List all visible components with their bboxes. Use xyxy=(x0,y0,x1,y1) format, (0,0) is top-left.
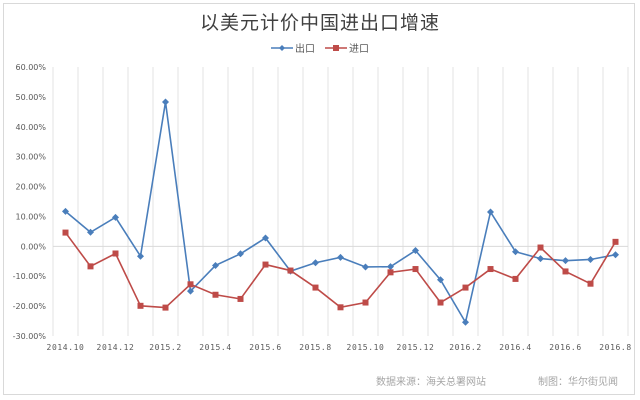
import-data-point xyxy=(262,261,269,268)
export-data-point xyxy=(412,247,419,255)
x-tick-label: 2016.4 xyxy=(499,343,532,352)
export-data-point xyxy=(337,253,344,261)
x-tick-label: 2015.6 xyxy=(249,343,282,352)
export-data-point xyxy=(137,252,144,260)
y-tick-label: 50.00% xyxy=(15,93,46,102)
y-tick-label: -10.00% xyxy=(13,272,47,281)
import-data-point xyxy=(462,284,469,291)
import-data-point xyxy=(337,304,344,311)
import-data-point xyxy=(412,266,419,273)
import-data-point xyxy=(587,280,594,287)
x-tick-label: 2015.12 xyxy=(397,343,435,352)
chart-title: 以美元计价中国进出口增速 xyxy=(199,12,440,34)
x-tick-label: 2015.8 xyxy=(299,343,332,352)
legend-label-import: 进口 xyxy=(349,44,369,55)
import-data-point xyxy=(562,268,569,275)
x-tick-label: 2015.2 xyxy=(149,343,182,352)
chart-credit: 制图：华尔街见闻 xyxy=(538,377,618,388)
import-data-point xyxy=(87,263,94,270)
import-data-point xyxy=(112,250,119,257)
import-data-point xyxy=(162,304,169,311)
import-data-point xyxy=(237,295,244,302)
chart-frame xyxy=(3,3,635,395)
export-data-point xyxy=(262,234,269,242)
legend-label-export: 出口 xyxy=(295,44,315,55)
x-tick-label: 2016.2 xyxy=(449,343,482,352)
export-data-point xyxy=(487,208,494,216)
y-tick-label: 0.00% xyxy=(21,242,47,251)
import-data-point xyxy=(437,299,444,306)
import-data-point xyxy=(287,267,294,274)
x-tick-label: 2016.8 xyxy=(599,343,632,352)
y-tick-label: 10.00% xyxy=(15,212,46,221)
export-data-point xyxy=(562,257,569,265)
y-tick-label: 20.00% xyxy=(15,183,46,192)
export-data-point xyxy=(512,248,519,256)
import-data-point xyxy=(137,302,144,309)
import-data-point xyxy=(362,299,369,306)
square-marker-icon xyxy=(325,44,347,51)
export-data-point xyxy=(212,261,219,269)
export-data-point xyxy=(612,251,619,259)
export-line xyxy=(64,101,616,325)
import-data-point xyxy=(387,269,394,276)
import-data-point xyxy=(62,229,69,236)
export-data-point xyxy=(162,98,169,106)
y-tick-label: 30.00% xyxy=(15,153,46,162)
export-data-point xyxy=(187,287,194,295)
import-data-point xyxy=(187,281,194,288)
x-tick-label: 2014.12 xyxy=(97,343,135,352)
x-tick-label: 2014.10 xyxy=(47,343,85,352)
export-data-point xyxy=(462,318,469,326)
import-data-point xyxy=(512,275,519,282)
export-data-point xyxy=(537,255,544,263)
y-tick-label: -30.00% xyxy=(13,332,47,341)
export-data-point xyxy=(62,207,69,215)
y-tick-label: 40.00% xyxy=(15,123,46,132)
y-tick-label: 60.00% xyxy=(15,63,46,72)
import-data-point xyxy=(212,291,219,298)
data-source: 数据来源：海关总署网站 xyxy=(376,377,486,388)
x-tick-label: 2016.6 xyxy=(549,343,582,352)
import-data-point xyxy=(312,284,319,291)
export-data-point xyxy=(312,259,319,267)
export-data-point xyxy=(87,228,94,236)
export-data-point xyxy=(437,276,444,284)
import-data-point xyxy=(537,244,544,251)
export-data-point xyxy=(112,213,119,221)
legend-item-export: 出口 xyxy=(271,40,315,55)
import-data-point xyxy=(487,266,494,273)
legend-item-import: 进口 xyxy=(325,40,369,55)
import-line xyxy=(64,232,617,309)
y-tick-label: -20.00% xyxy=(13,302,47,311)
export-data-point xyxy=(237,250,244,258)
diamond-marker-icon xyxy=(271,44,293,51)
export-data-point xyxy=(362,263,369,271)
export-data-point xyxy=(587,255,594,263)
x-tick-label: 2015.10 xyxy=(347,343,385,352)
import-data-point xyxy=(612,238,619,245)
export-data-point xyxy=(387,263,394,271)
legend: 出口 进口 xyxy=(0,40,640,55)
x-tick-label: 2015.4 xyxy=(199,343,232,352)
